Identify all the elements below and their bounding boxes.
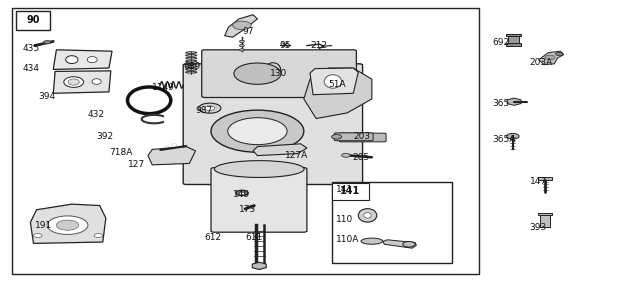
Ellipse shape (358, 209, 377, 222)
Bar (508, 34, 519, 44)
Text: eReplacementParts.com: eReplacementParts.com (162, 142, 315, 155)
Circle shape (47, 216, 88, 234)
Text: 434: 434 (22, 63, 39, 72)
Bar (332, 182, 452, 263)
Text: 95: 95 (279, 41, 291, 50)
Text: 127: 127 (128, 160, 144, 169)
Circle shape (33, 233, 42, 237)
Text: 141: 141 (336, 185, 353, 194)
FancyBboxPatch shape (211, 168, 307, 232)
Text: 203: 203 (353, 132, 370, 141)
Text: 435: 435 (22, 44, 40, 53)
Circle shape (239, 49, 244, 51)
FancyBboxPatch shape (202, 50, 356, 98)
Text: 692: 692 (492, 38, 510, 47)
Text: 110A: 110A (336, 235, 360, 244)
Circle shape (403, 241, 415, 247)
Ellipse shape (215, 161, 304, 177)
Text: 127A: 127A (285, 151, 309, 160)
Text: 191: 191 (35, 221, 52, 230)
Circle shape (545, 55, 555, 60)
Bar (538, 177, 552, 180)
Text: 90: 90 (27, 15, 40, 25)
Circle shape (507, 133, 519, 139)
Text: 173: 173 (239, 205, 256, 214)
Bar (506, 34, 521, 36)
Polygon shape (148, 147, 195, 165)
Ellipse shape (68, 79, 79, 85)
Polygon shape (224, 15, 257, 37)
Text: 203A: 203A (529, 58, 553, 67)
Text: 147: 147 (529, 177, 547, 186)
Ellipse shape (324, 75, 342, 88)
Circle shape (56, 220, 79, 230)
Circle shape (205, 106, 215, 111)
Text: 392: 392 (97, 132, 113, 141)
Circle shape (332, 135, 342, 139)
Polygon shape (253, 144, 307, 156)
Text: 149: 149 (232, 190, 250, 199)
Circle shape (556, 52, 563, 56)
Circle shape (43, 41, 51, 44)
Bar (538, 213, 552, 215)
Polygon shape (383, 240, 417, 248)
Ellipse shape (92, 79, 101, 84)
Circle shape (232, 21, 251, 30)
Ellipse shape (361, 238, 383, 244)
Text: 365A: 365A (492, 135, 516, 144)
Polygon shape (539, 51, 564, 65)
Polygon shape (53, 71, 111, 93)
Text: 97: 97 (242, 27, 254, 36)
Ellipse shape (66, 56, 78, 63)
Circle shape (211, 110, 304, 152)
Text: 612: 612 (205, 233, 222, 242)
Text: 611: 611 (245, 233, 262, 242)
Polygon shape (53, 50, 112, 69)
Circle shape (198, 103, 221, 113)
Text: 141: 141 (340, 186, 360, 196)
Circle shape (239, 40, 244, 43)
Text: 110: 110 (336, 215, 353, 224)
Text: 432: 432 (87, 110, 104, 119)
Ellipse shape (265, 63, 281, 76)
Polygon shape (30, 204, 106, 243)
Circle shape (239, 45, 244, 47)
Circle shape (342, 153, 350, 157)
Text: 51A: 51A (329, 80, 346, 89)
Ellipse shape (64, 77, 84, 87)
Text: 130: 130 (270, 69, 287, 78)
Polygon shape (507, 98, 521, 105)
Text: 987: 987 (195, 106, 213, 114)
Bar (332, 183, 369, 200)
Ellipse shape (87, 56, 97, 63)
Circle shape (228, 118, 287, 145)
Polygon shape (304, 68, 372, 118)
Bar (540, 214, 550, 226)
Text: 393: 393 (529, 224, 547, 232)
Circle shape (94, 233, 103, 237)
Text: 689: 689 (183, 62, 200, 71)
Text: 1149: 1149 (153, 83, 175, 92)
Text: 212: 212 (310, 41, 327, 50)
Ellipse shape (364, 213, 371, 218)
Polygon shape (252, 262, 266, 270)
FancyBboxPatch shape (183, 64, 363, 184)
FancyBboxPatch shape (334, 133, 373, 141)
Circle shape (236, 190, 248, 196)
Text: 205: 205 (352, 153, 369, 162)
Text: 365: 365 (492, 99, 510, 108)
Text: 718A: 718A (109, 148, 132, 157)
Bar (16, 10, 50, 30)
Circle shape (234, 63, 281, 84)
Bar (12, 8, 479, 274)
Polygon shape (310, 68, 358, 95)
FancyBboxPatch shape (339, 133, 386, 142)
Text: 394: 394 (38, 92, 55, 101)
Bar (506, 43, 521, 46)
